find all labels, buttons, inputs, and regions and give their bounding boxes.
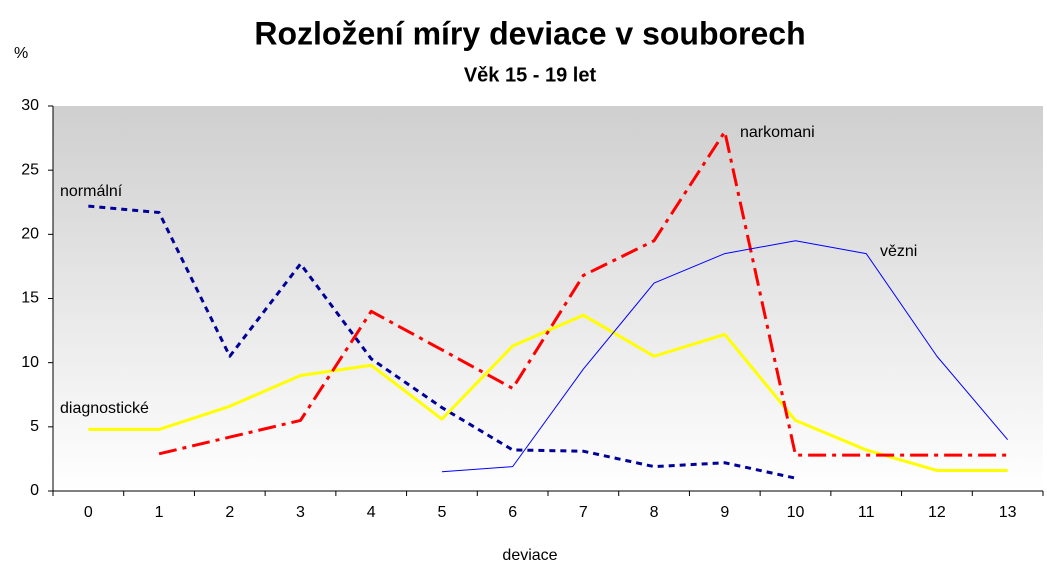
- series-label: narkomani: [740, 124, 815, 141]
- y-axis-label: %: [14, 45, 28, 62]
- x-axis-label: deviace: [502, 547, 557, 564]
- series-label: diagnostické: [60, 400, 149, 417]
- y-tick-label: 20: [21, 226, 39, 243]
- x-tick-label: 3: [296, 504, 305, 521]
- series-line: [158, 130, 1008, 457]
- y-tick-label: 30: [21, 97, 39, 114]
- x-tick-label: 0: [84, 504, 93, 521]
- x-tick-label: 11: [858, 504, 875, 521]
- x-tick-label: 5: [437, 504, 446, 521]
- y-tick-label: 25: [21, 161, 39, 178]
- series-line: [441, 240, 1009, 473]
- x-tick-label: 2: [225, 504, 234, 521]
- x-tick-label: 8: [650, 504, 659, 521]
- series-line: [88, 313, 1008, 472]
- x-tick-label: 1: [155, 504, 164, 521]
- y-tick-label: 5: [30, 418, 39, 435]
- series-label: vězni: [880, 243, 917, 260]
- x-tick-label: 7: [579, 504, 588, 521]
- x-tick-label: 9: [720, 504, 729, 521]
- x-tick-label: 4: [367, 504, 376, 521]
- series-line: [88, 204, 796, 480]
- x-tick-label: 13: [999, 504, 1017, 521]
- chart-subtitle: Věk 15 - 19 let: [464, 64, 597, 86]
- plot-background: [53, 106, 1043, 491]
- series-label: normální: [60, 183, 123, 200]
- y-tick-label: 0: [30, 482, 39, 499]
- x-tick-label: 6: [508, 504, 517, 521]
- x-tick-label: 10: [787, 504, 805, 521]
- y-tick-label: 10: [21, 354, 39, 371]
- y-tick-label: 15: [21, 290, 39, 307]
- chart-title: Rozložení míry deviace v souborech: [254, 15, 805, 51]
- x-tick-label: 12: [928, 504, 946, 521]
